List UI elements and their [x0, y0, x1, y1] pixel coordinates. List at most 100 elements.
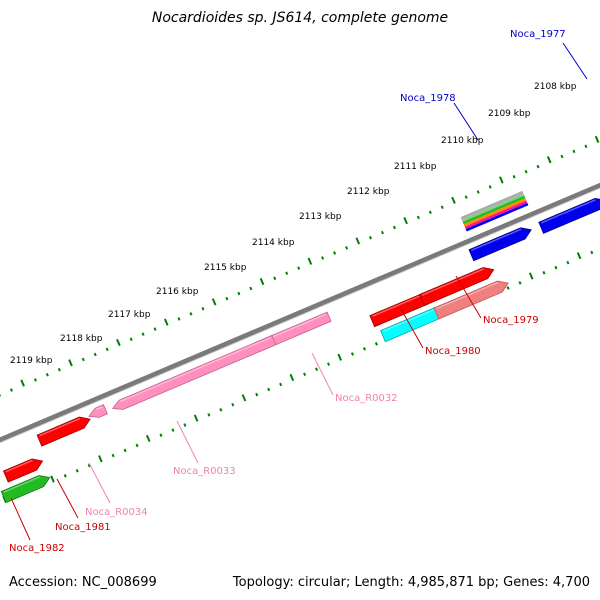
feature-noca-1978-blue	[468, 227, 532, 262]
inner-ring-major-tick	[528, 272, 534, 280]
scale-minor-tick	[189, 312, 193, 316]
inner-ring-minor-tick	[566, 260, 570, 265]
scale-minor-tick	[572, 149, 576, 154]
scale-minor-tick	[524, 169, 528, 174]
scale-minor-tick	[464, 195, 468, 199]
inner-ring-minor-tick	[219, 408, 223, 412]
scale-major-tick	[355, 237, 361, 245]
noca-1977-leader-line	[562, 42, 588, 80]
scale-major-tick	[68, 359, 73, 367]
scale-minor-tick	[57, 367, 61, 372]
feature-noca-1982-red-highlight	[5, 459, 33, 473]
noca-r0032-leader-line	[311, 352, 334, 396]
inner-ring-minor-tick	[255, 392, 259, 397]
scale-minor-tick	[237, 291, 241, 296]
inner-ring-minor-tick	[123, 448, 127, 453]
feature-noca-1978-stripe	[464, 200, 528, 230]
backbone-line	[0, 182, 600, 443]
scale-minor-tick	[428, 210, 432, 215]
inner-ring-minor-tick	[362, 347, 366, 351]
scale-major-tick	[163, 318, 169, 326]
scale-minor-tick	[141, 332, 145, 336]
noca-1980-label: Noca_1980	[425, 346, 481, 357]
noca-r0033-label: Noca_R0033	[173, 466, 236, 477]
inner-ring-minor-tick	[279, 382, 283, 387]
feature-noca-1978-stripe	[462, 195, 526, 225]
feature-noca-r0034-highlight	[95, 406, 103, 411]
scale-minor-tick	[488, 185, 492, 189]
noca-1978-leader-line	[453, 102, 479, 141]
scale-tick-label: 2113 kbp	[299, 212, 342, 222]
feature-noca-1979-red-highlight	[421, 268, 484, 296]
inner-ring-minor-tick	[111, 453, 115, 458]
scale-tick-label: 2116 kbp	[156, 287, 199, 297]
feature-noca-r0033	[111, 334, 277, 410]
feature-noca-1982-green-highlight	[3, 476, 40, 493]
noca-1982-label: Noca_1982	[9, 543, 65, 554]
scale-tick-label: 2111 kbp	[394, 162, 437, 172]
feature-labels: Noca_1977 Noca_1978 Noca_1979 Noca_1980 Noca…	[9, 29, 588, 554]
accession-label: Accession: NC_008699	[9, 575, 157, 590]
inner-ring-minor-tick	[327, 362, 331, 366]
scale-minor-tick	[584, 144, 588, 149]
noca-r0034-leader-line	[88, 462, 111, 504]
scale-minor-tick	[285, 271, 289, 276]
feature-noca-r0033-highlight	[119, 336, 271, 403]
feature-noca-1978-stripe	[465, 202, 529, 232]
inner-ring-minor-tick	[303, 372, 307, 377]
feature-noca-r0034	[88, 404, 108, 418]
scale-tick-label: 2110 kbp	[441, 136, 484, 146]
feature-noca-1981-highlight	[39, 417, 81, 437]
inner-ring-major-tick	[241, 394, 247, 402]
scale-major-tick	[307, 257, 313, 265]
feature-noca-1979-salmon	[433, 280, 509, 320]
inner-ring-major-tick	[193, 414, 199, 422]
feature-noca-1981	[36, 416, 91, 447]
inner-ring-minor-tick	[267, 387, 271, 392]
scale-tick-label: 2109 kbp	[488, 109, 531, 119]
scale-minor-tick	[33, 378, 37, 382]
scale-minor-tick	[476, 190, 480, 194]
noca-1979-leader-line	[455, 275, 482, 319]
noca-1981-leader-line	[56, 478, 79, 519]
inner-ring-minor-tick	[590, 250, 594, 255]
noca-1981-label: Noca_1981	[55, 522, 111, 533]
scale-minor-tick	[345, 246, 349, 250]
scale-minor-tick	[225, 296, 229, 301]
topology-summary: Topology: circular; Length: 4,985,871 bp…	[232, 575, 590, 590]
scale-tick-label: 2114 kbp	[252, 238, 295, 248]
scale-minor-tick	[249, 286, 253, 291]
feature-noca-1978-blue-highlight	[471, 228, 522, 251]
scale-minor-tick	[129, 337, 133, 342]
scale-minor-tick	[321, 256, 325, 260]
noca-r0033-leader-line	[176, 420, 199, 464]
inner-ring-minor-tick	[542, 270, 546, 275]
scale-minor-tick	[512, 175, 516, 179]
scale-major-tick	[20, 379, 25, 387]
scale-minor-tick	[201, 307, 205, 311]
scale-tick-label: 2108 kbp	[534, 82, 577, 92]
noca-r0032-label: Noca_R0032	[335, 393, 398, 404]
inner-ring-minor-tick	[518, 281, 522, 285]
inner-ring-minor-tick	[554, 265, 558, 270]
noca-1980-leader-line	[400, 308, 424, 349]
scale-minor-tick	[297, 266, 301, 270]
scale-minor-tick	[105, 347, 109, 352]
noca-1982-leader-line	[10, 497, 31, 541]
scale-minor-tick	[368, 235, 373, 240]
features	[0, 190, 600, 504]
noca-1979-label: Noca_1979	[483, 315, 539, 326]
inner-ring-major-tick	[145, 434, 151, 443]
feature-noca-1980-cyan-highlight	[382, 308, 436, 332]
scale-minor-tick	[560, 154, 564, 159]
map-title: Nocardioides sp. JS614, complete genome	[151, 10, 449, 26]
backbone-edge	[0, 187, 600, 444]
inner-ring-minor-tick	[63, 474, 67, 478]
feature-noca-1978-stripe	[460, 190, 524, 220]
scale-major-tick	[259, 277, 265, 286]
feature-noca-1982-green	[0, 475, 51, 504]
feature-noca-1978-stripe	[463, 198, 527, 227]
inner-ring-minor-tick	[231, 402, 235, 407]
scale-tick-label: 2112 kbp	[347, 187, 390, 197]
scale-tick-label: 2117 kbp	[108, 310, 151, 320]
